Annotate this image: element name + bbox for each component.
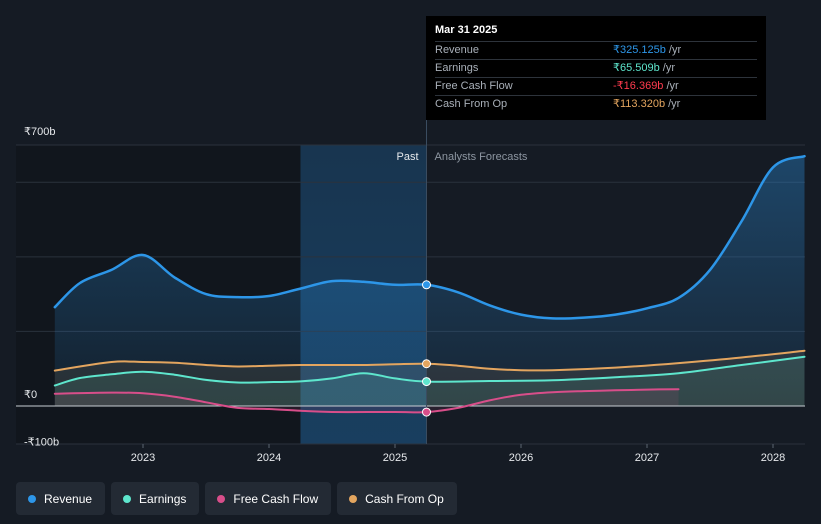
y-tick-neg100: -₹100b — [24, 436, 59, 448]
legend-label-revenue: Revenue — [44, 491, 93, 506]
earnings-marker[interactable] — [422, 377, 431, 387]
legend-dot-cfo — [349, 494, 358, 503]
x-tick-2028: 2028 — [761, 452, 785, 464]
forecast-label: Analysts Forecasts — [435, 151, 528, 163]
tooltip: Mar 31 2025 Revenue ₹325.125b /yr Earnin… — [426, 16, 766, 120]
x-tick-2027: 2027 — [635, 452, 659, 464]
earnings-area — [54, 356, 805, 406]
y-tick-700: ₹700b — [24, 126, 55, 138]
tooltip-date: Mar 31 2025 — [435, 24, 498, 36]
tooltip-row-revenue: Revenue ₹325.125b /yr — [435, 41, 757, 59]
tooltip-unit-fcf: /yr — [666, 80, 679, 92]
tooltip-label-fcf: Free Cash Flow — [435, 80, 513, 92]
past-label: Past — [396, 151, 418, 163]
y-tick-0: ₹0 — [24, 389, 37, 401]
tooltip-unit-revenue: /yr — [668, 44, 682, 56]
tooltip-label-revenue: Revenue — [435, 44, 480, 56]
tooltip-value-revenue: ₹325.125b — [613, 44, 666, 56]
tooltip-label-earnings: Earnings — [435, 62, 479, 74]
tooltip-unit-earnings: /yr — [662, 62, 675, 74]
legend: Revenue Earnings Free Cash Flow Cash Fro… — [16, 482, 457, 515]
x-tick-2023: 2023 — [131, 452, 155, 464]
legend-label-cfo: Cash From Op — [365, 491, 444, 506]
tooltip-label-cfo: Cash From Op — [435, 98, 508, 110]
legend-item-earnings[interactable]: Earnings — [111, 482, 200, 515]
legend-label-earnings: Earnings — [139, 491, 187, 506]
tooltip-value-fcf: -₹16.369b — [613, 80, 664, 92]
tooltip-value-cfo: ₹113.320b — [613, 98, 666, 110]
x-tick-2025: 2025 — [383, 452, 407, 464]
cash-from-op-line — [53, 349, 806, 372]
tooltip-row-cfo: Cash From Op ₹113.320b /yr — [435, 95, 757, 113]
legend-dot-fcf — [217, 494, 226, 503]
tooltip-row-fcf: Free Cash Flow -₹16.369b /yr — [435, 77, 757, 95]
cash-from-op-marker[interactable] — [422, 359, 431, 369]
revenue-marker[interactable] — [422, 280, 431, 290]
legend-item-fcf[interactable]: Free Cash Flow — [205, 482, 332, 515]
x-tick-2024: 2024 — [257, 452, 281, 464]
tooltip-unit-cfo: /yr — [668, 98, 681, 110]
x-tick-2026: 2026 — [509, 452, 533, 464]
tooltip-row-earnings: Earnings ₹65.509b /yr — [435, 59, 757, 77]
x-axis-ticks: 2023 2024 2025 2026 2027 2028 — [131, 444, 785, 464]
revenue-area — [54, 156, 805, 406]
legend-item-revenue[interactable]: Revenue — [16, 482, 106, 515]
free-cash-flow-line — [53, 388, 680, 414]
earnings-line — [53, 355, 806, 387]
legend-dot-earnings — [123, 494, 132, 503]
legend-item-cfo[interactable]: Cash From Op — [337, 482, 457, 515]
series-markers — [422, 280, 431, 417]
legend-label-fcf: Free Cash Flow — [233, 491, 319, 506]
tooltip-value-earnings: ₹65.509b — [613, 62, 660, 74]
free-cash-flow-marker[interactable] — [422, 407, 431, 417]
legend-dot-revenue — [28, 494, 36, 503]
